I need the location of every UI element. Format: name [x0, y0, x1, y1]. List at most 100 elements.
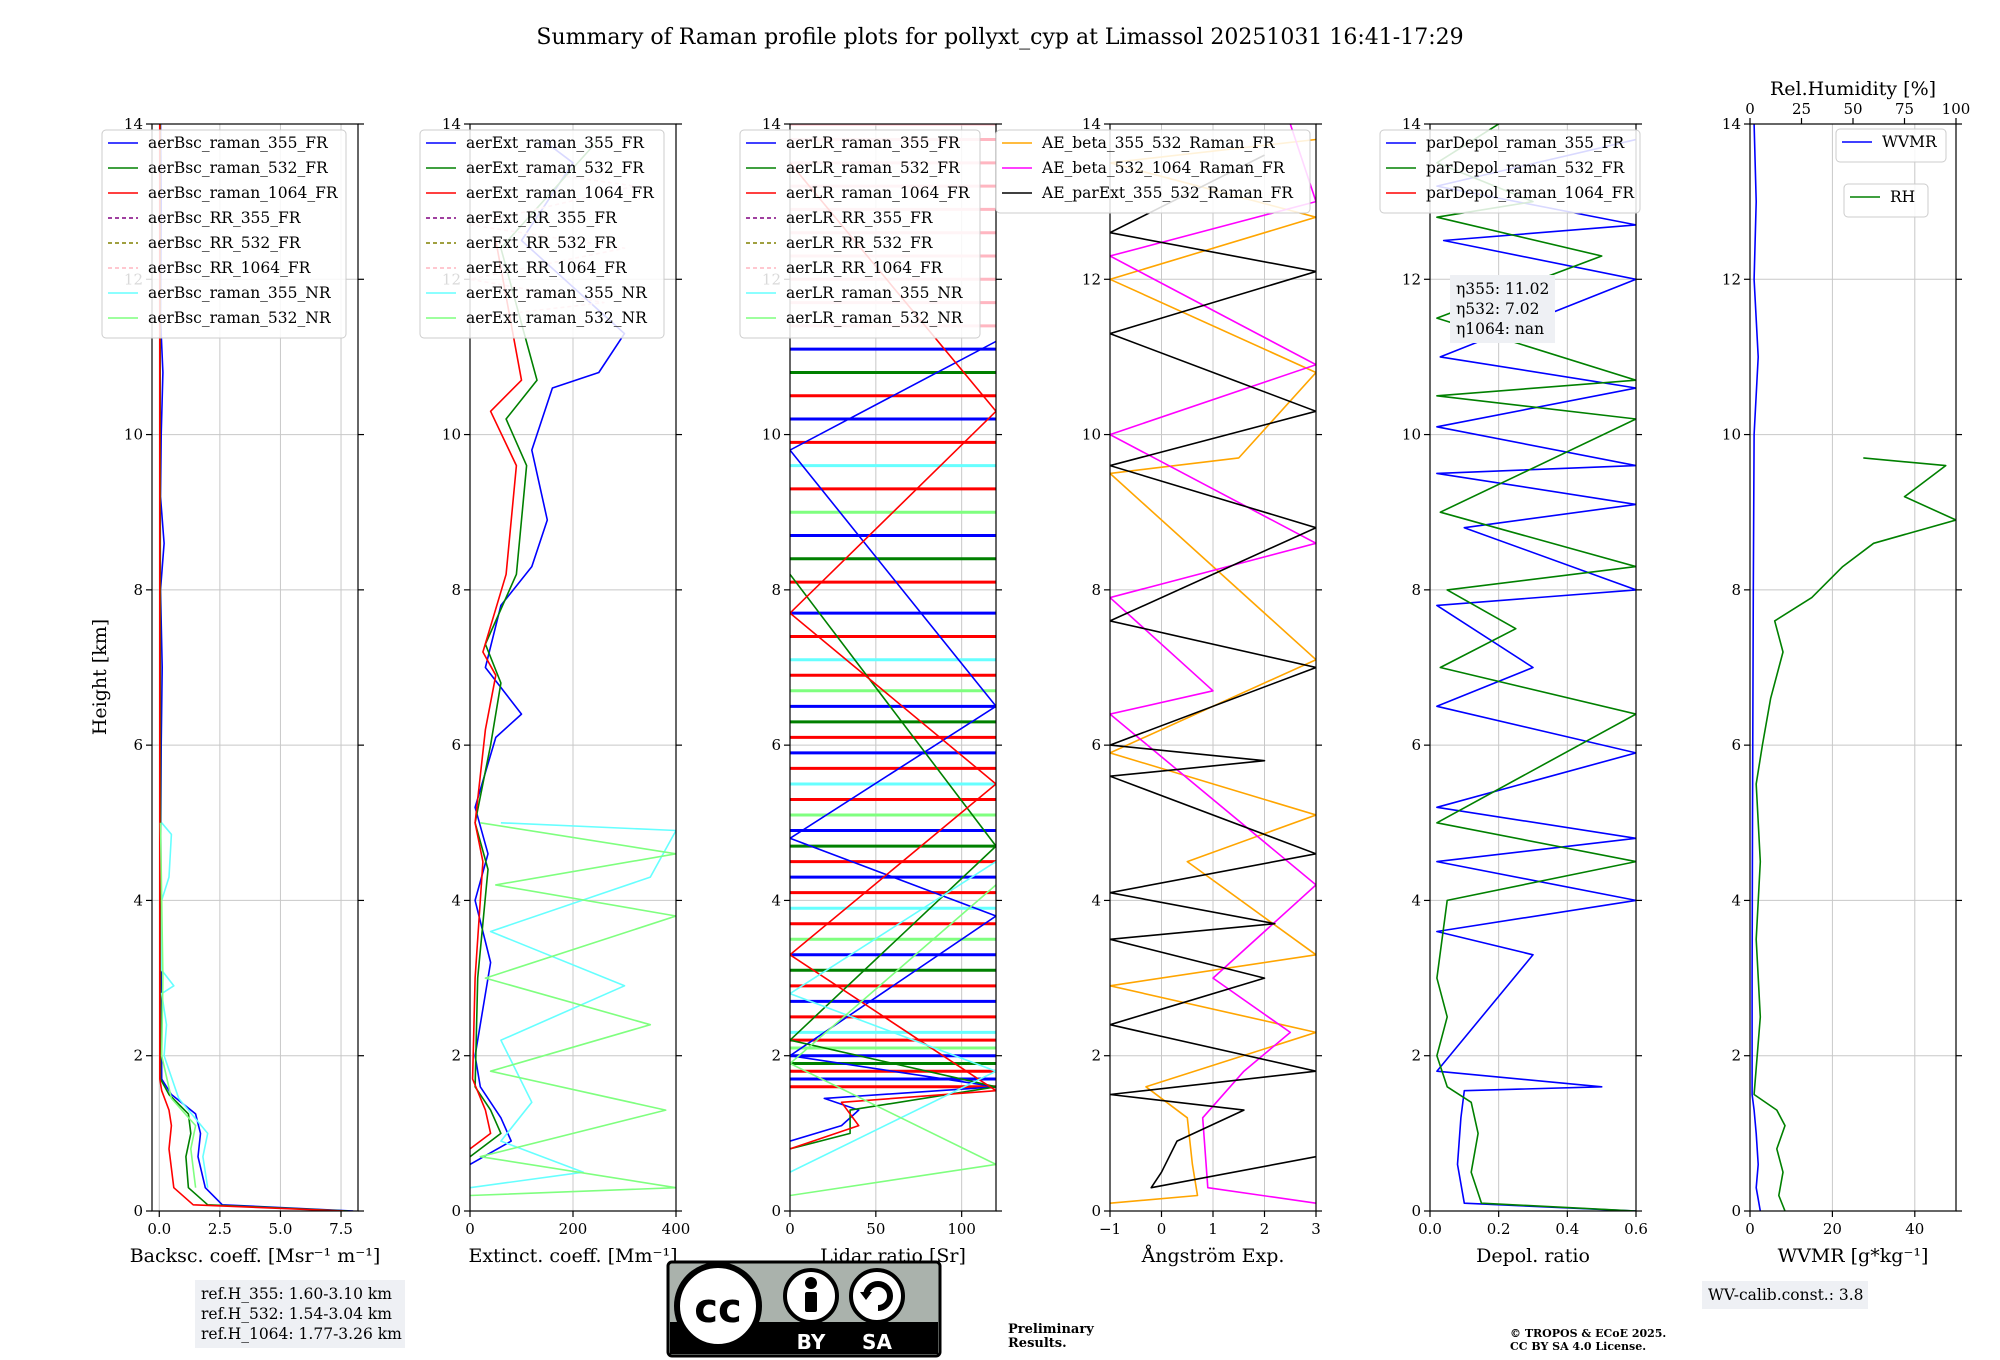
x-axis-label: WVMR [g*kg⁻¹]: [1778, 1245, 1929, 1267]
series-line-parDepol_raman_355_FR: [1436, 138, 1636, 1211]
legend-label: parDepol_raman_532_FR: [1426, 159, 1626, 177]
x-tick-label: 0: [785, 1220, 795, 1238]
series-line-aerLR_raman_355_NR: [790, 860, 996, 1173]
x-tick-label: 0: [1745, 1220, 1755, 1238]
y-tick-label: 10: [762, 426, 781, 444]
annotation-line: ref.H_355: 1.60-3.10 km: [201, 1285, 392, 1303]
legend-label: aerExt_raman_1064_FR: [466, 184, 655, 202]
by-person-body: [805, 1292, 817, 1312]
annotation-line: ref.H_532: 1.54-3.04 km: [201, 1305, 392, 1323]
x-tick-label: 0.6: [1624, 1220, 1648, 1238]
x-tick-label: 200: [559, 1220, 588, 1238]
legend-label: aerBsc_raman_532_FR: [148, 159, 329, 177]
legend-label: aerBsc_raman_355_NR: [148, 284, 332, 302]
y-tick-label: 14: [1402, 115, 1421, 133]
y-tick-label: 0: [771, 1202, 781, 1220]
annotation-line: η532: 7.02: [1456, 300, 1540, 318]
annotation-line: ref.H_1064: 1.77-3.26 km: [201, 1325, 402, 1343]
data-layer: [159, 124, 354, 1211]
y-tick-label: 4: [1091, 891, 1101, 909]
y-tick-label: 4: [451, 891, 461, 909]
annotation-line: WV-calib.const.: 3.8: [1708, 1286, 1864, 1304]
cc-icon: [674, 1262, 762, 1350]
license-sa-label: SA: [862, 1330, 892, 1354]
legend-frame: [419, 129, 665, 339]
y-tick-label: 6: [1091, 736, 1101, 754]
annotation-bg: [195, 1280, 405, 1348]
x-tick-label: 2.5: [208, 1220, 232, 1238]
y-tick-label: 2: [1091, 1047, 1101, 1065]
x-tick-label: 5.0: [269, 1220, 293, 1238]
legend-label: AE_parExt_355_532_Raman_FR: [1041, 184, 1294, 202]
height-axis-label: Height [km]: [89, 619, 111, 735]
y-tick-label: 8: [451, 581, 461, 599]
legend: aerBsc_raman_355_FR aerBsc_raman_532_FRae…: [101, 129, 347, 339]
x-tick-label: 40: [1905, 1220, 1924, 1238]
y-tick-label: 0: [1091, 1202, 1101, 1220]
series-line-aerLR_raman_532_NR: [790, 884, 996, 1197]
legend: WVMR: [1835, 128, 1947, 163]
top-x-tick-label: 100: [1942, 100, 1971, 118]
panel-depolarization: 0 2 4 6 8 10 12 14 0.0 0.2 0.4 0.6 Depol. ratio parDe…: [1379, 115, 1648, 1267]
y-tick-label: 14: [442, 115, 461, 133]
x-tick-label: 0.4: [1555, 1220, 1579, 1238]
series-line-aerExt_raman_355_NR: [470, 822, 676, 1189]
x-tick-label: 1: [1208, 1220, 1218, 1238]
series-line-WVMR: [1751, 124, 1762, 1211]
annotation-line: η355: 11.02: [1456, 280, 1549, 298]
legend-frame: [995, 129, 1311, 214]
legend-label: aerExt_raman_355_FR: [466, 134, 645, 152]
legend-label: aerLR_RR_1064_FR: [786, 259, 944, 277]
y-tick-label: 6: [133, 736, 143, 754]
y-tick-label: 0: [1411, 1202, 1421, 1220]
y-tick-label: 2: [1731, 1047, 1741, 1065]
x-tick-label: 2: [1260, 1220, 1270, 1238]
legend-label: aerBsc_RR_1064_FR: [148, 259, 312, 277]
y-tick-label: 10: [1082, 426, 1101, 444]
y-tick-label: 8: [1091, 581, 1101, 599]
legend-frame: [1379, 129, 1641, 214]
axes-frame: [789, 123, 997, 1212]
y-tick-label: 14: [1722, 115, 1741, 133]
series-line-aerBsc_raman_532_NR: [159, 822, 197, 1188]
legend: AE_beta_355_532_Raman_FR AE_beta_532_1064…: [995, 129, 1311, 214]
y-tick-label: 14: [124, 115, 143, 133]
legend-label: aerExt_raman_532_NR: [466, 309, 648, 327]
x-tick-label: −1: [1099, 1220, 1121, 1238]
legend-label: aerBsc_raman_355_FR: [148, 134, 329, 152]
y-tick-label: 6: [1411, 736, 1421, 754]
series-line-aerBsc_raman_355_NR: [160, 822, 209, 1188]
series-line-aerLR_raman_1064_FR: [790, 162, 996, 1150]
legend-label: aerBsc_RR_355_FR: [148, 209, 302, 227]
sa-arrowhead-icon: [860, 1292, 872, 1300]
data-layer: [1751, 124, 1956, 1211]
axes-frame: [151, 123, 359, 1212]
data-layer: [790, 124, 996, 1197]
sa-arrow-icon: [863, 1281, 893, 1311]
annotation-box: ref.H_355: 1.60-3.10 km ref.H_532: 1.54-3…: [195, 1280, 405, 1348]
data-layer: [1110, 124, 1316, 1204]
cc-license-badge[interactable]: cc BY SA: [666, 1260, 942, 1358]
series-line-RH: [1753, 457, 1956, 1211]
series-line-aerExt_raman_355_FR: [470, 138, 626, 1166]
y-tick-label: 8: [133, 581, 143, 599]
legend-label: aerLR_raman_532_NR: [786, 309, 964, 327]
legend-label: parDepol_raman_355_FR: [1426, 134, 1626, 152]
y-tick-label: 2: [1411, 1047, 1421, 1065]
y-tick-label: 12: [1722, 270, 1741, 288]
x-tick-label: 20: [1823, 1220, 1842, 1238]
annotation-box: η355: 11.02 η532: 7.02 η1064: nan: [1450, 275, 1555, 343]
top-x-tick-label: 25: [1792, 100, 1811, 118]
series-line-AE_beta_355_532_Raman_FR: [1110, 138, 1316, 1204]
y-tick-label: 0: [451, 1202, 461, 1220]
y-tick-label: 14: [1082, 115, 1101, 133]
license-by-label: BY: [797, 1330, 826, 1354]
series-line-aerBsc_raman_1064_FR: [159, 124, 344, 1211]
copyright-line2: CC BY SA 4.0 License.: [1510, 1340, 1646, 1353]
y-tick-label: 12: [1402, 270, 1421, 288]
